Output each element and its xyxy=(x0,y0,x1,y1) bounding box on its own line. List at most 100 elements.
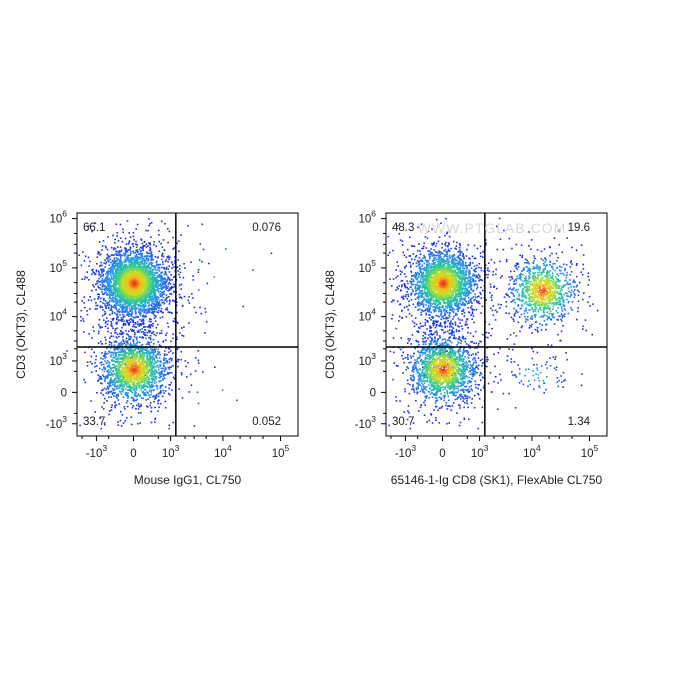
scatter-point xyxy=(112,248,115,251)
scatter-point xyxy=(111,393,114,395)
scatter-point xyxy=(147,288,150,291)
scatter-point xyxy=(145,343,148,345)
scatter-point xyxy=(142,360,145,362)
scatter-point xyxy=(89,296,91,298)
scatter-point xyxy=(152,331,155,333)
scatter-point xyxy=(124,265,126,268)
scatter-point xyxy=(114,291,117,294)
scatter-point xyxy=(139,313,141,315)
scatter-point xyxy=(143,292,145,294)
scatter-point xyxy=(141,336,143,339)
scatter-point xyxy=(120,319,122,321)
scatter-point xyxy=(169,311,172,314)
scatter-point xyxy=(110,287,112,289)
scatter-point xyxy=(128,363,131,366)
scatter-point xyxy=(163,370,166,372)
scatter-point xyxy=(174,275,176,278)
scatter-point xyxy=(143,265,146,268)
scatter-point xyxy=(110,406,113,409)
scatter-point xyxy=(132,340,135,343)
scatter-point xyxy=(138,382,141,385)
scatter-point xyxy=(119,275,121,278)
scatter-point xyxy=(118,367,121,370)
scatter-point xyxy=(108,410,111,412)
scatter-point xyxy=(133,335,136,338)
scatter-point xyxy=(158,284,161,286)
scatter-point xyxy=(157,257,159,259)
scatter-point xyxy=(166,300,168,303)
scatter-point xyxy=(154,315,157,317)
scatter-point xyxy=(111,325,113,328)
scatter-point xyxy=(121,263,123,266)
scatter-point xyxy=(163,373,165,376)
scatter-point xyxy=(157,291,160,293)
scatter-point xyxy=(178,293,181,296)
scatter-point xyxy=(143,255,146,258)
scatter-point xyxy=(98,375,101,378)
scatter-point xyxy=(168,271,171,273)
scatter-point xyxy=(107,392,109,395)
scatter-point xyxy=(100,279,103,282)
scatter-point xyxy=(157,366,160,369)
scatter-point xyxy=(156,388,159,390)
scatter-point xyxy=(125,298,127,301)
scatter-point xyxy=(172,376,175,379)
scatter-point xyxy=(126,395,129,397)
scatter-point xyxy=(138,386,140,389)
scatter-point xyxy=(167,290,169,292)
scatter-point xyxy=(139,329,142,331)
scatter-point xyxy=(118,304,121,307)
scatter-point xyxy=(142,246,144,248)
scatter-point xyxy=(143,360,146,362)
scatter-point xyxy=(154,272,156,274)
scatter-point xyxy=(127,370,130,372)
scatter-point xyxy=(158,304,161,307)
scatter-point xyxy=(129,385,132,387)
scatter-point xyxy=(170,287,173,289)
scatter-point xyxy=(97,379,100,382)
scatter-point xyxy=(115,395,117,398)
scatter-point xyxy=(101,291,103,293)
scatter-point xyxy=(117,299,119,302)
scatter-point xyxy=(137,352,139,354)
scatter-point xyxy=(158,380,160,383)
scatter-point xyxy=(144,334,146,337)
scatter-point xyxy=(126,386,128,388)
scatter-point xyxy=(113,287,116,290)
scatter-point xyxy=(147,257,149,260)
scatter-point xyxy=(147,342,150,345)
scatter-point xyxy=(110,271,113,274)
scatter-point xyxy=(162,282,164,285)
scatter-point xyxy=(138,292,141,294)
scatter-point xyxy=(95,270,98,273)
scatter-point xyxy=(143,393,145,396)
scatter-point xyxy=(148,301,150,304)
scatter-point xyxy=(133,293,135,295)
scatter-point xyxy=(116,254,118,256)
scatter-point xyxy=(123,274,126,276)
scatter-point xyxy=(132,405,134,407)
scatter-point xyxy=(134,305,137,308)
scatter-point xyxy=(86,310,88,312)
scatter-point xyxy=(119,265,121,267)
scatter-point xyxy=(151,379,154,382)
scatter-point xyxy=(155,385,158,388)
scatter-point xyxy=(122,350,124,353)
scatter-point xyxy=(127,254,130,257)
scatter-point xyxy=(104,360,106,362)
scatter-point xyxy=(157,410,159,412)
scatter-point xyxy=(130,402,132,405)
scatter-point xyxy=(109,367,112,369)
scatter-point xyxy=(139,308,142,310)
scatter-point xyxy=(111,311,114,313)
scatter-point xyxy=(116,232,119,234)
scatter-point xyxy=(111,292,114,294)
scatter-point xyxy=(137,378,140,381)
scatter-point xyxy=(103,422,106,424)
scatter-point xyxy=(139,378,141,381)
scatter-point xyxy=(146,272,148,275)
scatter-point xyxy=(150,355,152,358)
scatter-point xyxy=(149,289,152,291)
scatter-point xyxy=(102,293,104,295)
scatter-point xyxy=(107,374,109,376)
